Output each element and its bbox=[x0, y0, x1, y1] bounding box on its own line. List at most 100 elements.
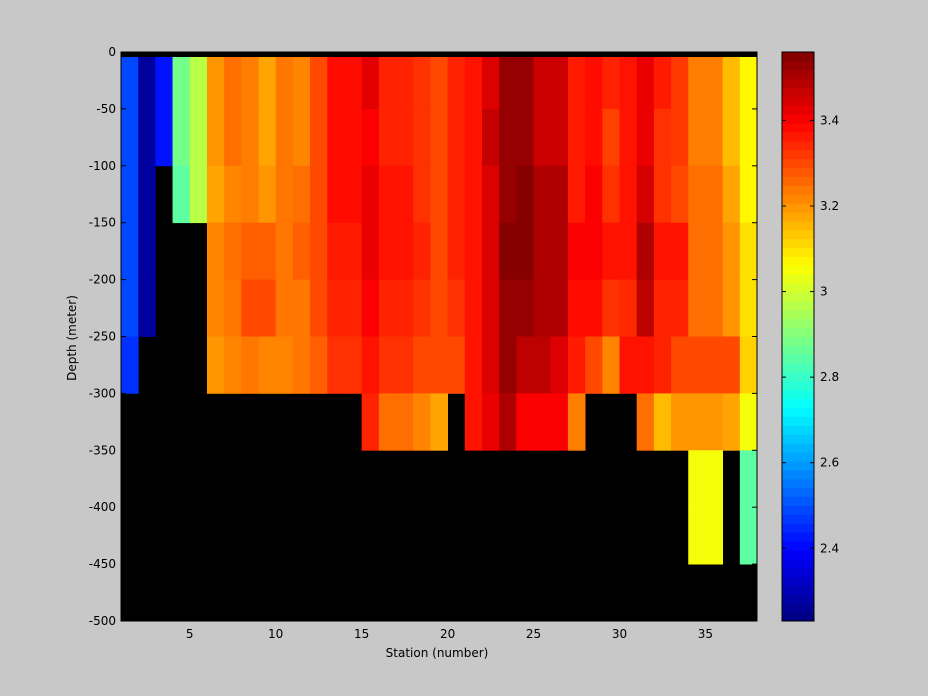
heatmap-cell bbox=[619, 108, 638, 167]
colorbar-segment bbox=[782, 372, 814, 382]
heatmap-cell bbox=[567, 222, 586, 280]
colorbar-segment bbox=[782, 452, 814, 462]
heatmap-cell bbox=[585, 52, 603, 110]
colorbar-segment bbox=[782, 220, 814, 231]
heatmap-cell bbox=[396, 393, 414, 451]
colorbar-segment bbox=[782, 212, 814, 222]
colorbar-segment bbox=[782, 52, 814, 62]
heatmap-cell bbox=[327, 165, 345, 224]
colorbar-segment bbox=[782, 443, 814, 453]
heatmap-cell bbox=[155, 108, 173, 167]
colorbar-segment bbox=[782, 505, 814, 515]
heatmap-cell bbox=[464, 222, 483, 280]
heatmap-cell bbox=[619, 279, 638, 337]
heatmap-cell bbox=[653, 393, 672, 451]
colorbar-segment bbox=[782, 567, 814, 578]
heatmap-cell bbox=[636, 222, 655, 280]
heatmap-cell bbox=[121, 279, 139, 337]
heatmap-cell bbox=[344, 52, 363, 110]
heatmap-cell bbox=[602, 336, 620, 394]
heatmap-cell bbox=[292, 336, 311, 394]
heatmap-cell bbox=[206, 336, 225, 394]
heatmap-cell bbox=[636, 108, 655, 167]
heatmap-cell bbox=[636, 52, 655, 110]
heatmap-cell bbox=[275, 279, 294, 337]
heatmap-cell bbox=[602, 222, 620, 280]
colorbar-segment bbox=[782, 460, 814, 471]
heatmap-cell bbox=[430, 393, 448, 451]
heatmap-cell bbox=[447, 52, 466, 110]
heatmap-cell bbox=[138, 108, 156, 167]
heatmap-cell bbox=[361, 336, 380, 394]
heatmap-cell bbox=[292, 52, 311, 110]
colorbar-segment bbox=[782, 514, 814, 524]
heatmap-cell bbox=[739, 393, 758, 451]
heatmap-cell bbox=[430, 52, 448, 110]
colorbar-segment bbox=[782, 434, 814, 444]
colorbar-segment bbox=[782, 176, 814, 186]
x-axis-ticks: 5 10 15 20 25 30 35 bbox=[186, 52, 713, 641]
heatmap-cell bbox=[619, 52, 638, 110]
heatmap-cell bbox=[189, 108, 208, 167]
colorbar-tick-label: 3.2 bbox=[820, 199, 839, 213]
heatmap-cell bbox=[739, 279, 758, 337]
heatmap-cell bbox=[567, 52, 586, 110]
heatmap-cell bbox=[671, 279, 689, 337]
heatmap-cell bbox=[585, 279, 603, 337]
colorbar-segment bbox=[782, 540, 814, 551]
heatmap-cell bbox=[722, 336, 741, 394]
heatmap-cell bbox=[430, 279, 448, 337]
heatmap-cell bbox=[550, 279, 569, 337]
heatmap-cell bbox=[224, 108, 242, 167]
heatmap-cell bbox=[671, 393, 689, 451]
heatmap-cell bbox=[310, 336, 328, 394]
heatmap-cell bbox=[430, 165, 448, 224]
heatmap-cell bbox=[481, 393, 500, 451]
heatmap-cell bbox=[688, 108, 706, 167]
heatmap-cell bbox=[516, 222, 534, 280]
heatmap-cell bbox=[739, 108, 758, 167]
heatmap-cell bbox=[464, 108, 483, 167]
colorbar-segment bbox=[782, 398, 814, 409]
colorbar-segment bbox=[782, 585, 814, 595]
heatmap-cell bbox=[413, 108, 431, 167]
heatmap-cell bbox=[396, 336, 414, 394]
heatmap-cell bbox=[344, 108, 363, 167]
heatmap-cell bbox=[464, 165, 483, 224]
x-tick-label: 30 bbox=[612, 627, 627, 641]
heatmap-cell bbox=[378, 52, 397, 110]
colorbar-segment bbox=[782, 603, 814, 613]
colorbar bbox=[782, 52, 814, 622]
heatmap-cell bbox=[516, 52, 534, 110]
heatmap-cell bbox=[499, 222, 517, 280]
heatmap-cell bbox=[722, 52, 741, 110]
heatmap-cell bbox=[310, 52, 328, 110]
heatmap-cell bbox=[671, 165, 689, 224]
heatmap-cell bbox=[550, 165, 569, 224]
heatmap-cell bbox=[533, 336, 552, 394]
heatmap-cell bbox=[258, 108, 277, 167]
colorbar-segment bbox=[782, 487, 814, 498]
colorbar-segment bbox=[782, 140, 814, 151]
heatmap-cell bbox=[533, 393, 552, 451]
heatmap-cell bbox=[550, 222, 569, 280]
colorbar-segment bbox=[782, 327, 814, 337]
heatmap-cell bbox=[533, 222, 552, 280]
heatmap-cell bbox=[275, 108, 294, 167]
heatmap-cell bbox=[138, 279, 156, 337]
heatmap-cell bbox=[361, 222, 380, 280]
colorbar-segment bbox=[782, 594, 814, 604]
colorbar-segment bbox=[782, 167, 814, 177]
heatmap-cell bbox=[464, 336, 483, 394]
colorbar-segment bbox=[782, 523, 814, 533]
heatmap-cell bbox=[653, 52, 672, 110]
heatmap-cell bbox=[516, 108, 534, 167]
heatmap-cell bbox=[258, 279, 277, 337]
heatmap-cell bbox=[533, 52, 552, 110]
colorbar-tick-label: 3 bbox=[820, 285, 828, 299]
y-tick-label: -500 bbox=[89, 614, 116, 628]
heatmap-cell bbox=[499, 336, 517, 394]
heatmap-cell bbox=[533, 165, 552, 224]
heatmap-cell bbox=[172, 52, 191, 110]
heatmap-cell bbox=[121, 52, 139, 110]
